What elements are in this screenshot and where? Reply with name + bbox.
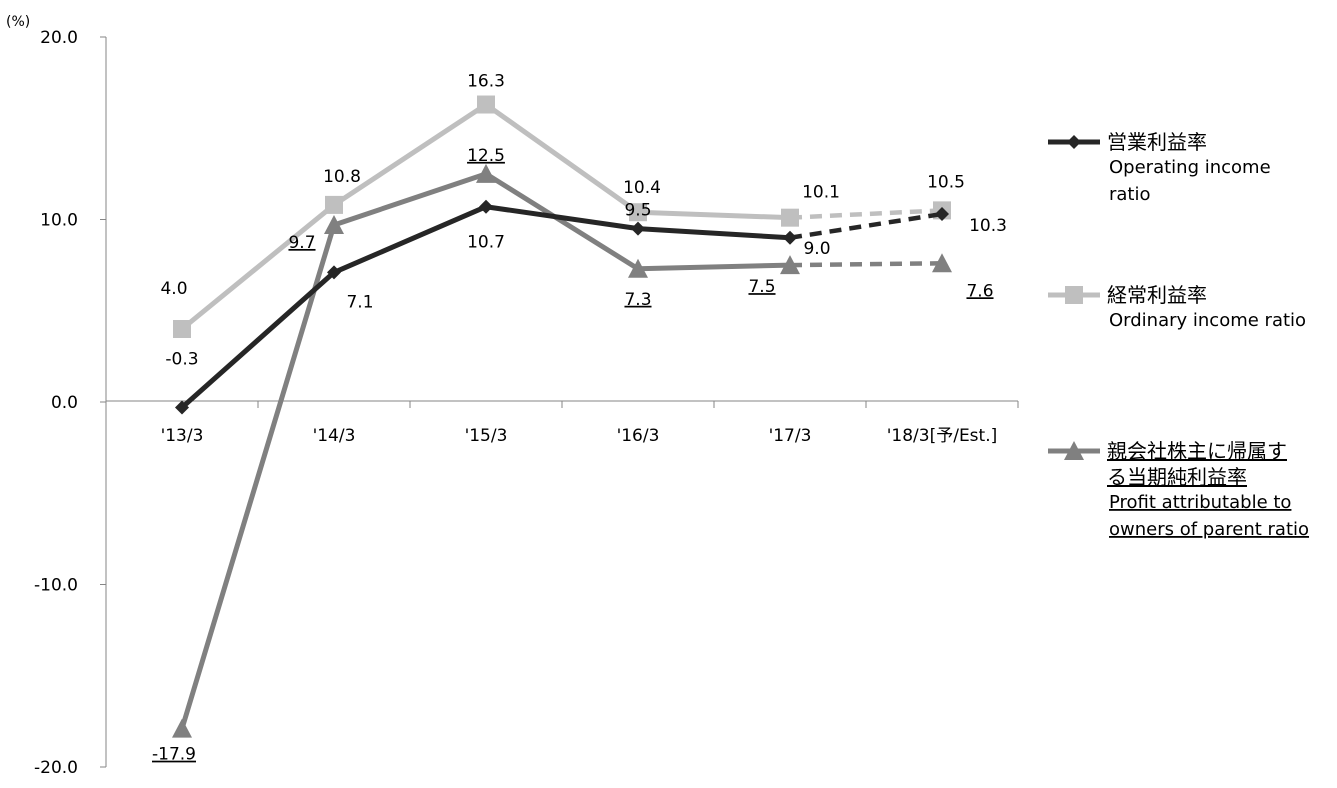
data-label-profit: 9.7: [288, 233, 315, 253]
legend-label-en: Ordinary income ratio: [1109, 310, 1306, 331]
legend-label-en: Operating income: [1109, 157, 1271, 178]
point-operating: [175, 400, 189, 415]
point-ordinary: [173, 320, 191, 338]
data-label-ordinary: 4.0: [160, 279, 187, 299]
legend-marker-ordinary: [1065, 286, 1083, 304]
legend-item-ordinary: 経常利益率 Ordinary income ratio: [1048, 283, 1306, 331]
point-operating: [479, 199, 493, 214]
data-label-operating: 9.0: [803, 239, 830, 259]
legend-label-en: owners of parent ratio: [1109, 519, 1309, 540]
data-label-operating: 7.1: [346, 292, 373, 312]
point-profit: [932, 253, 952, 273]
x-tick-label: '15/3: [465, 426, 508, 446]
legend-item-operating: 営業利益率 Operating income ratio: [1048, 130, 1271, 205]
data-label-ordinary: 10.4: [623, 178, 661, 198]
series-lines: [172, 95, 952, 738]
y-tick-label: 0.0: [51, 393, 78, 413]
point-profit: [628, 258, 648, 278]
series-profit: [172, 163, 952, 738]
legend-label-en: ratio: [1109, 184, 1151, 205]
y-tick-label: 20.0: [40, 28, 78, 48]
axes: 20.0 10.0 0.0 -10.0 -20.0 (%) '13/3 '14/3 '15/3 '…: [6, 14, 1019, 778]
legend-label-jp: 経常利益率: [1107, 283, 1207, 307]
point-ordinary: [781, 208, 799, 227]
data-label-profit: 12.5: [467, 146, 505, 166]
legend-label-jp: 親会社株主に帰属す: [1107, 439, 1287, 463]
point-ordinary: [629, 203, 647, 222]
point-profit: [324, 214, 344, 234]
data-label-operating: -0.3: [165, 349, 198, 369]
data-label-operating: 10.3: [969, 216, 1007, 236]
point-profit: [476, 163, 496, 183]
x-tick-label: '13/3: [161, 426, 204, 446]
data-label-operating: 10.7: [467, 233, 505, 253]
legend-label-en: Profit attributable to: [1109, 492, 1291, 513]
y-unit-label: (%): [6, 14, 30, 30]
y-tick-label: -20.0: [34, 758, 78, 778]
point-operating: [327, 265, 341, 280]
data-label-ordinary: 10.8: [323, 167, 361, 187]
series-line-estimate-operating: [789, 211, 943, 240]
point-operating: [783, 230, 797, 245]
data-label-operating: 9.5: [624, 201, 651, 221]
x-tick-label: '17/3: [769, 426, 812, 446]
y-tick-label: 10.0: [40, 211, 78, 231]
series-line-ordinary: [180, 102, 791, 331]
data-label-ordinary: 10.1: [802, 183, 840, 203]
point-ordinary: [477, 95, 495, 114]
series-line-estimate-ordinary: [789, 208, 943, 220]
data-label-profit: 7.5: [748, 277, 775, 297]
series-line-estimate-profit: [789, 261, 943, 268]
x-tick-label: '18/3[予/Est.]: [887, 426, 998, 446]
data-label-ordinary: 10.5: [927, 172, 965, 192]
legend-label-jp: 営業利益率: [1107, 130, 1207, 154]
legend-label-jp: る当期純利益率: [1107, 465, 1247, 489]
data-label-profit: 7.6: [966, 281, 993, 301]
legend: 営業利益率 Operating income ratio 経常利益率 Ordinary …: [1048, 130, 1309, 540]
point-profit: [780, 255, 800, 275]
point-ordinary: [325, 195, 343, 214]
x-tick-label: '16/3: [617, 426, 660, 446]
series-ordinary: [173, 95, 951, 338]
data-label-profit: -17.9: [152, 745, 196, 765]
point-operating: [631, 221, 645, 236]
data-labels: -0.3 7.1 10.7 9.5 9.0 10.3 4.0 10.8 16.3 10.4 10.1…: [152, 72, 1007, 765]
point-operating: [935, 207, 949, 222]
legend-marker-profit: [1064, 441, 1084, 460]
point-profit: [172, 718, 192, 738]
x-tick-label: '14/3: [313, 426, 356, 446]
y-tick-label: -10.0: [34, 576, 78, 596]
series-operating: [175, 199, 949, 415]
legend-marker-operating: [1067, 135, 1081, 149]
data-label-ordinary: 16.3: [467, 72, 505, 92]
data-label-profit: 7.3: [624, 290, 651, 310]
